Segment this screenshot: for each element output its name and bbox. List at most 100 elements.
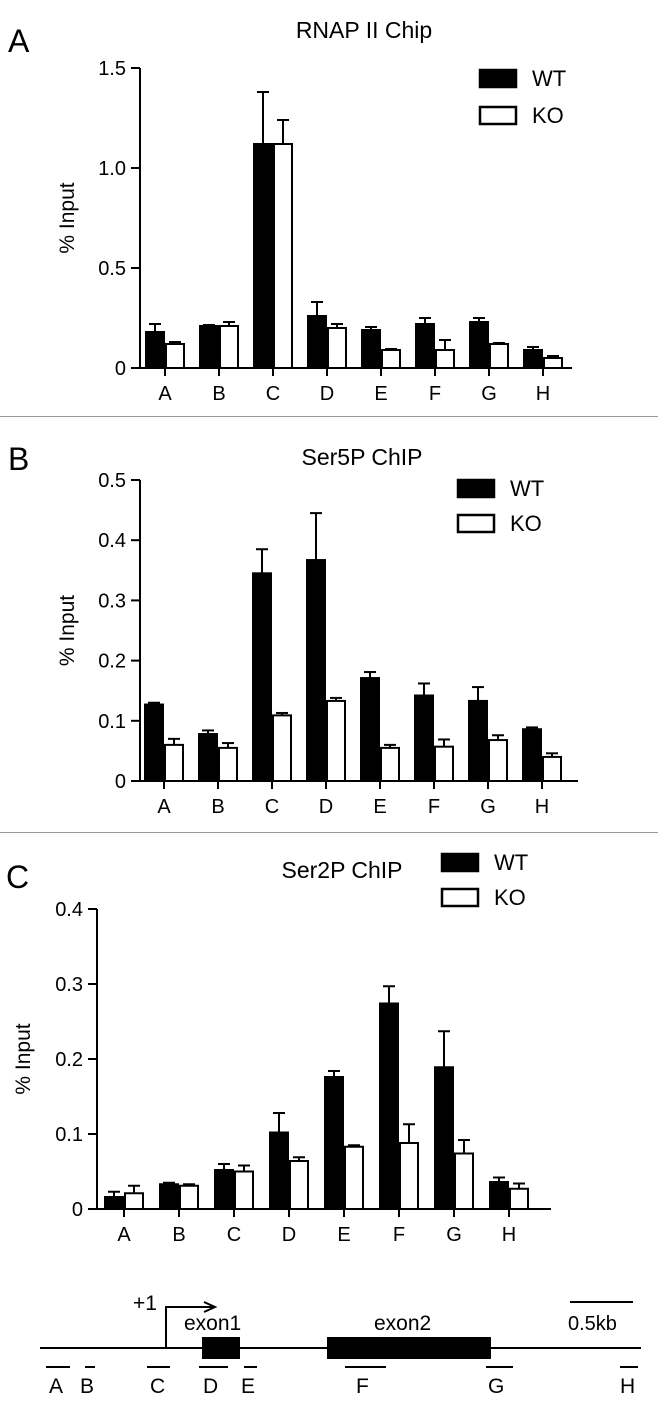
legend-label-ko: KO xyxy=(532,103,564,128)
y-tick-label: 0 xyxy=(72,1199,83,1221)
bar-ko xyxy=(327,327,347,369)
bar-wt xyxy=(522,728,542,783)
legend-label-wt: WT xyxy=(494,850,528,875)
bar-ko xyxy=(434,745,454,782)
x-tick-label: A xyxy=(157,796,171,818)
x-tick-label: C xyxy=(265,796,279,818)
y-tick-label: 0.2 xyxy=(55,1049,83,1071)
bar-ko xyxy=(454,1152,474,1210)
bar-ko xyxy=(219,325,239,369)
region-label: C xyxy=(150,1375,165,1398)
y-tick-label: 0 xyxy=(115,358,126,380)
amplicon-region-e: E xyxy=(241,1366,257,1398)
x-tick-label: A xyxy=(117,1224,131,1246)
region-label: E xyxy=(241,1375,255,1398)
amplicon-region-a: A xyxy=(46,1366,70,1398)
tss-arrow-icon xyxy=(165,1306,213,1348)
amplicon-region-c: C xyxy=(147,1366,170,1398)
bar-wt xyxy=(468,699,488,783)
bar-wt xyxy=(253,143,273,369)
y-tick-label: 0.1 xyxy=(55,1124,83,1146)
legend-swatch-wt xyxy=(456,478,496,499)
bar-ko xyxy=(165,343,185,369)
x-tick-label: D xyxy=(320,383,334,405)
bar-ko xyxy=(124,1192,144,1210)
x-tick-label: G xyxy=(481,383,497,405)
x-tick-label: C xyxy=(266,383,280,405)
region-label: B xyxy=(80,1375,94,1398)
y-tick-label: 0.4 xyxy=(55,899,83,921)
bar-ko xyxy=(542,755,562,782)
bar-ko xyxy=(488,739,508,783)
panel-label: B xyxy=(8,441,29,477)
x-tick-label: B xyxy=(212,383,225,405)
chart-ser5p: B Ser5P ChIP % Input 0 0.1 0.2 0.3 0.4 0.5 A B C D E F… xyxy=(8,441,578,818)
bar-wt xyxy=(159,1183,179,1210)
panel-label: C xyxy=(6,859,29,895)
bar-wt xyxy=(434,1066,454,1210)
bar-ko xyxy=(289,1160,309,1210)
exon2-label: exon2 xyxy=(374,1312,431,1335)
bar-wt xyxy=(145,331,165,369)
bar-wt xyxy=(144,703,164,783)
region-label: H xyxy=(620,1375,635,1398)
bar-wt xyxy=(415,323,435,369)
legend-swatch-wt xyxy=(478,68,518,89)
x-tick-label: A xyxy=(158,383,172,405)
region-label: D xyxy=(203,1375,218,1398)
exon1-label: exon1 xyxy=(184,1312,241,1335)
amplicon-region-f: F xyxy=(345,1366,386,1398)
scale-label: 0.5kb xyxy=(568,1313,617,1335)
y-tick-label: 0.2 xyxy=(98,651,126,673)
bar-wt xyxy=(469,321,489,369)
bar-wt xyxy=(324,1076,344,1210)
y-axis-label: % Input xyxy=(56,182,79,253)
x-tick-label: H xyxy=(502,1224,516,1246)
bar-ko xyxy=(509,1187,529,1210)
y-tick-label: 1.0 xyxy=(98,158,126,180)
bar-ko xyxy=(234,1170,254,1210)
legend-label-wt: WT xyxy=(510,476,544,501)
x-tick-label: C xyxy=(227,1224,241,1246)
x-tick-label: F xyxy=(393,1224,405,1246)
x-tick-label: H xyxy=(536,383,550,405)
exon2-box xyxy=(327,1337,491,1359)
bar-ko xyxy=(380,746,400,783)
bar-ko xyxy=(399,1142,419,1210)
x-tick-label: E xyxy=(374,383,387,405)
bar-wt xyxy=(198,733,218,783)
x-tick-label: D xyxy=(319,796,333,818)
chart-title: Ser5P ChIP xyxy=(301,444,422,470)
x-tick-label: G xyxy=(446,1224,462,1246)
y-tick-label: 0.3 xyxy=(98,590,126,612)
y-tick-label: 0.4 xyxy=(98,530,126,552)
bar-ko xyxy=(326,699,346,783)
bar-wt xyxy=(523,349,543,369)
bar-wt xyxy=(489,1181,509,1210)
exon1-box xyxy=(202,1337,240,1359)
chart-ser2p: C Ser2P ChIP % Input 0 0.1 0.2 0.3 0.4 A B C D E F G H W… xyxy=(6,850,551,1246)
tss-label: +1 xyxy=(133,1292,157,1315)
legend-swatch-wt xyxy=(440,852,480,873)
bar-ko xyxy=(218,746,238,783)
legend-label-wt: WT xyxy=(532,66,566,91)
bar-wt xyxy=(307,315,327,369)
bar-ko xyxy=(272,714,292,783)
panel-label: A xyxy=(8,23,30,59)
x-tick-label: E xyxy=(337,1224,350,1246)
chart-rnap-ii: A RNAP II Chip % Input 0 0.5 1.0 1.5 A B C D E F G H WT… xyxy=(8,17,572,405)
bar-wt xyxy=(199,325,219,369)
amplicon-region-b: B xyxy=(80,1366,95,1398)
region-label: F xyxy=(356,1375,369,1398)
bar-wt xyxy=(104,1196,124,1210)
legend-swatch-ko xyxy=(478,105,518,126)
region-label: A xyxy=(49,1375,63,1398)
bar-ko xyxy=(344,1145,364,1210)
x-tick-label: F xyxy=(429,383,441,405)
chart-title: RNAP II Chip xyxy=(296,17,432,43)
y-tick-label: 1.5 xyxy=(98,58,126,80)
y-axis-label: % Input xyxy=(56,595,79,666)
y-tick-label: 0.5 xyxy=(98,470,126,492)
tss-arrowhead-icon xyxy=(203,1301,218,1313)
bar-wt xyxy=(360,677,380,782)
